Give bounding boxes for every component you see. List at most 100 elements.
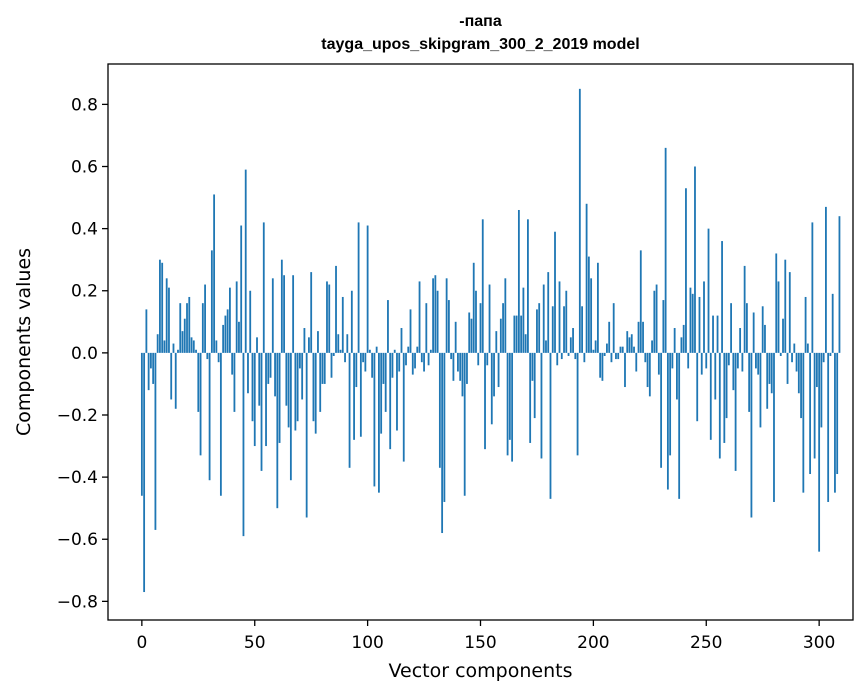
x-tick-label: 0 (136, 633, 147, 653)
bar (346, 334, 349, 353)
y-axis-label: Components values (13, 248, 35, 436)
bar (159, 259, 161, 353)
x-tick-label: 100 (351, 633, 383, 653)
bar (822, 352, 825, 363)
bar (472, 262, 475, 353)
bar (547, 272, 550, 353)
bar (450, 352, 453, 360)
bar (603, 352, 606, 356)
bar (770, 352, 773, 394)
bar (177, 349, 179, 353)
bar (312, 352, 315, 422)
bar (199, 352, 202, 456)
bar (393, 349, 396, 353)
bar (339, 349, 342, 353)
bar (294, 352, 297, 431)
bar (416, 346, 419, 353)
bar (231, 352, 234, 375)
bar (673, 328, 676, 353)
bar (624, 352, 626, 388)
bar (409, 309, 412, 353)
bar (680, 337, 683, 353)
bar (709, 352, 712, 440)
y-tick-label: 0.0 (71, 344, 98, 364)
bar (630, 334, 633, 353)
bar (700, 352, 703, 375)
bar (387, 300, 389, 353)
y-tick-label: 0.6 (71, 158, 98, 178)
bar (558, 281, 561, 353)
bar (565, 290, 568, 353)
y-tick-label: −0.8 (57, 592, 98, 612)
bar (289, 352, 292, 481)
bar (696, 352, 699, 422)
bar (463, 352, 466, 496)
bar (156, 334, 159, 353)
bar (466, 352, 468, 384)
y-tick-label: −0.6 (57, 530, 98, 550)
bar (301, 352, 304, 400)
bar (608, 321, 611, 353)
bar (145, 309, 148, 353)
bar (626, 331, 629, 353)
bar (490, 352, 493, 425)
bar (398, 352, 401, 372)
bar (418, 281, 421, 353)
bar (560, 352, 563, 360)
bar (642, 321, 644, 353)
bar (838, 216, 841, 353)
bar (348, 352, 351, 468)
bar (502, 303, 504, 353)
bar (323, 352, 326, 384)
x-tick-label: 300 (803, 633, 835, 653)
bar (210, 250, 213, 353)
bar (745, 303, 748, 353)
bar (328, 284, 331, 353)
bar (438, 352, 441, 468)
bar (678, 352, 681, 499)
bar (759, 352, 762, 428)
bar (242, 352, 245, 537)
bar (161, 262, 164, 353)
bar (344, 352, 346, 363)
bar (718, 352, 721, 459)
bar (423, 352, 425, 372)
bar (319, 352, 322, 412)
bar (764, 324, 766, 353)
bar (258, 352, 261, 406)
bar (592, 349, 595, 353)
chart-title-line-1: -папа (459, 13, 502, 30)
bar (350, 290, 353, 353)
bar (567, 352, 570, 356)
bar (542, 284, 545, 353)
bar (280, 259, 283, 353)
bar (499, 318, 502, 353)
bar (689, 287, 692, 353)
bar (660, 352, 663, 468)
bar (287, 352, 290, 428)
bar (633, 346, 635, 353)
bar (229, 287, 231, 353)
bar (712, 315, 714, 353)
bar (657, 352, 660, 375)
bar (253, 352, 256, 447)
bar (531, 352, 534, 381)
bar (375, 346, 378, 353)
bar (610, 352, 613, 363)
bar (461, 352, 464, 397)
bar (786, 352, 789, 384)
bar (195, 349, 197, 353)
bar (721, 241, 723, 353)
bar (378, 352, 380, 493)
bar (251, 352, 254, 422)
bar (779, 352, 782, 356)
bar (694, 166, 696, 353)
bar (190, 337, 193, 353)
bar (454, 321, 457, 353)
bar (644, 352, 647, 363)
bar (179, 303, 182, 353)
bar (621, 346, 624, 353)
bar (676, 352, 678, 400)
bar (811, 222, 814, 353)
